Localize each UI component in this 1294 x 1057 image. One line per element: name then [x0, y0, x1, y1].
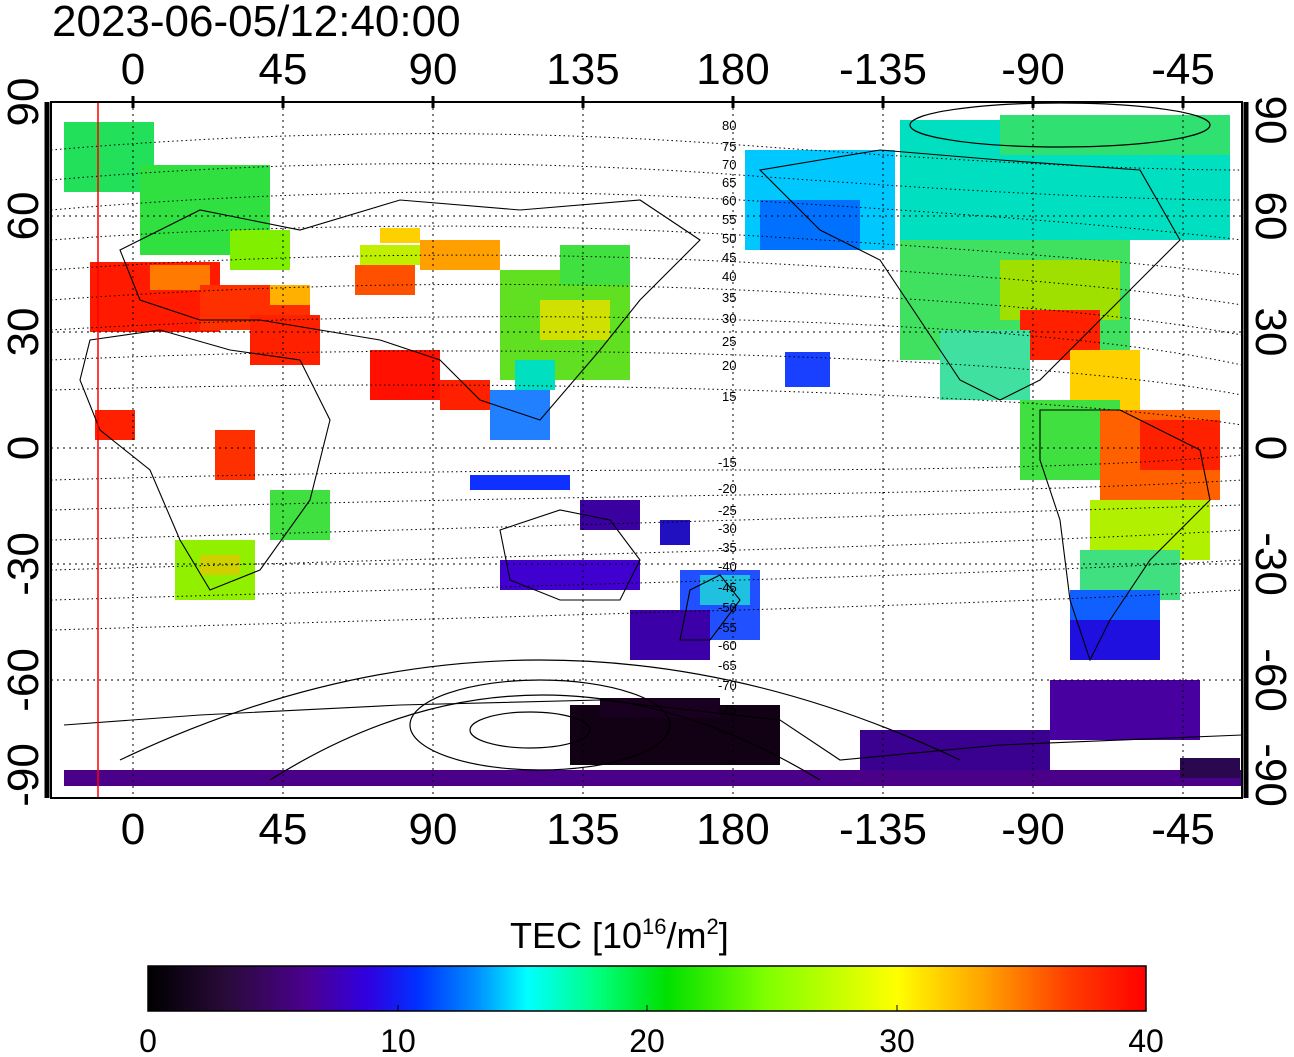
- contour-label: 30: [722, 311, 736, 326]
- bottom-tick-label: -135: [839, 805, 927, 854]
- contour-label: -65: [718, 658, 737, 673]
- contour-label: 65: [722, 175, 736, 190]
- bottom-tick-label: -90: [1001, 805, 1065, 854]
- contour-label: -75: [718, 702, 737, 717]
- top-tick-label: -135: [839, 45, 927, 94]
- colorbar-tick-label: 10: [380, 1023, 416, 1057]
- contour-label: 15: [722, 389, 736, 404]
- colorbar-tick-label: 0: [139, 1023, 157, 1057]
- top-tick-label: 90: [409, 45, 458, 94]
- contour-labels: 80 75 70 65 60 55 50 45 40 35 30 25 20 1…: [718, 118, 737, 717]
- bottom-tick-label: -45: [1151, 805, 1215, 854]
- contour-label: 55: [722, 212, 736, 227]
- geomagnetic-contours: [51, 133, 1242, 631]
- top-tick-label: 45: [259, 45, 308, 94]
- left-tick-label: -60: [0, 648, 48, 712]
- top-tick-label: -90: [1001, 45, 1065, 94]
- right-tick-label: -30: [1246, 532, 1294, 596]
- right-tick-label: 0: [1246, 436, 1294, 460]
- top-tick-label: 180: [696, 45, 769, 94]
- contour-label: -25: [718, 503, 737, 518]
- contour-label: 25: [722, 334, 736, 349]
- right-tick-label: -60: [1246, 648, 1294, 712]
- top-tick-label: 0: [121, 45, 145, 94]
- colorbar-tick-label: 20: [629, 1023, 665, 1057]
- left-tick-label: 60: [0, 192, 48, 241]
- map-frame: [50, 101, 1243, 799]
- right-tick-label: 60: [1246, 192, 1294, 241]
- contour-label: -30: [718, 521, 737, 536]
- colorbar-tick-label: 40: [1128, 1023, 1164, 1057]
- contour-label: -20: [718, 481, 737, 496]
- bottom-tick-label: 180: [696, 805, 769, 854]
- left-tick-label: 30: [0, 308, 48, 357]
- contour-label: -15: [718, 455, 737, 470]
- contour-label: 75: [722, 139, 736, 154]
- colorbar: TEC [1016/m2] 0 10 20 30 40: [139, 914, 1164, 1057]
- top-axis: 0 45 90 135 180 -135 -90 -45: [121, 45, 1215, 108]
- left-axis: 90 60 30 0 -30 -60 -90: [0, 78, 50, 807]
- colorbar-title: TEC [1016/m2]: [510, 914, 729, 956]
- contour-label: -35: [718, 540, 737, 555]
- contour-label: -70: [718, 678, 737, 693]
- left-tick-label: 0: [0, 436, 48, 460]
- colorbar-gradient: [147, 965, 1147, 1012]
- contour-label: 80: [722, 118, 736, 133]
- bottom-axis: 0 45 90 135 180 -135 -90 -45: [121, 805, 1215, 854]
- right-tick-label: 90: [1246, 96, 1294, 145]
- contour-label: 35: [722, 290, 736, 305]
- top-tick-label: -45: [1151, 45, 1215, 94]
- contour-label: 20: [722, 358, 736, 373]
- bottom-tick-label: 0: [121, 805, 145, 854]
- contour-label: -60: [718, 638, 737, 653]
- bottom-tick-label: 90: [409, 805, 458, 854]
- tec-data-layer: [64, 115, 1242, 786]
- bottom-tick-label: 135: [546, 805, 619, 854]
- top-tick-label: 135: [546, 45, 619, 94]
- map-grid: [51, 102, 1242, 798]
- contour-label: -40: [718, 559, 737, 574]
- polar-contours: [119, 102, 1211, 781]
- contour-label: 50: [722, 231, 736, 246]
- left-tick-label: -90: [0, 743, 48, 807]
- contour-label: -45: [718, 580, 737, 595]
- bottom-tick-label: 45: [259, 805, 308, 854]
- left-tick-label: 90: [0, 78, 48, 127]
- timestamp-title: 2023-06-05/12:40:00: [52, 0, 461, 46]
- contour-label: -55: [718, 620, 737, 635]
- contour-label: 70: [722, 157, 736, 172]
- right-tick-label: 30: [1246, 308, 1294, 357]
- contour-label: 45: [722, 250, 736, 265]
- contour-label: -50: [718, 600, 737, 615]
- contour-label: 40: [722, 269, 736, 284]
- right-tick-label: -90: [1246, 743, 1294, 807]
- coastlines: [63, 149, 1242, 761]
- colorbar-tick-label: 30: [879, 1023, 915, 1057]
- right-axis: 90 60 30 0 -30 -60 -90: [1243, 96, 1294, 807]
- left-tick-label: -30: [0, 532, 48, 596]
- contour-label: 60: [722, 193, 736, 208]
